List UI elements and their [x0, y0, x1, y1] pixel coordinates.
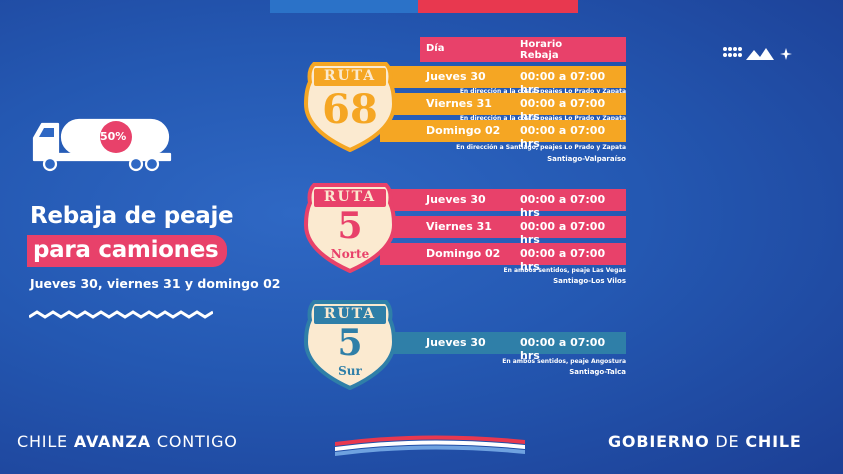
route68-sign: RUTA 68: [304, 60, 396, 152]
route5s-note: En ambos sentidos, peaje Angostura: [502, 358, 626, 365]
brand-mountains-icon: [723, 47, 792, 60]
route5n-row-1: Jueves 30 00:00 a 07:00 hrs: [380, 189, 626, 219]
flag-swoosh-icon: [335, 435, 525, 456]
discount-badge: 50%: [100, 130, 127, 143]
row-day: Jueves 30: [426, 336, 486, 349]
row-hours: 00:00 a 07:00 hrs: [520, 336, 606, 362]
row-day: Viernes 31: [426, 220, 492, 233]
top-accent-blue: [270, 0, 418, 13]
footer-slogan-2: AVANZA: [73, 432, 151, 451]
headline-line-1: Rebaja de peaje: [30, 203, 234, 229]
row-day: Jueves 30: [426, 193, 486, 206]
route68-row-3: Domingo 02 00:00 a 07:00 hrs: [380, 120, 626, 150]
sign-number: 68: [322, 86, 378, 133]
route5s-label: Santiago-Talca: [569, 368, 626, 376]
header-schedule-2: Rebaja: [520, 50, 559, 61]
row-hours: 00:00 a 07:00 hrs: [520, 70, 606, 96]
row-hours: 00:00 a 07:00 hrs: [520, 193, 606, 219]
route68-note-1: En dirección a la costa, peajes Lo Prado…: [459, 88, 626, 95]
row-hours: 00:00 a 07:00 hrs: [520, 247, 606, 273]
route5s-row-1: Jueves 30 00:00 a 07:00 hrs: [380, 332, 626, 362]
sign-direction: Sur: [338, 364, 362, 378]
footer-gov-1: GOBIERNO: [608, 432, 710, 451]
route68-label: Santiago-Valparaíso: [547, 155, 626, 163]
route5-norte-sign: RUTA 5 Norte: [304, 181, 396, 273]
headline-line-2: para camiones: [27, 235, 228, 267]
footer-government: GOBIERNO DE CHILE: [608, 432, 802, 451]
headline-subtitle: Jueves 30, viernes 31 y domingo 02: [30, 276, 281, 291]
header-day: Día: [426, 43, 445, 54]
sign-direction: Norte: [330, 247, 370, 261]
zigzag-divider: [29, 310, 213, 319]
route68-row-1: Jueves 30 00:00 a 07:00 hrs: [380, 66, 626, 96]
route5n-row-3: Domingo 02 00:00 a 07:00 hrs: [380, 243, 626, 273]
sign-number: 5: [337, 322, 363, 364]
row-day: Jueves 30: [426, 70, 486, 83]
row-hours: 00:00 a 07:00 hrs: [520, 220, 606, 246]
sign-number: 5: [337, 205, 363, 247]
footer-slogan-3: CONTIGO: [151, 432, 238, 451]
row-hours: 00:00 a 07:00 hrs: [520, 124, 606, 150]
row-hours: 00:00 a 07:00 hrs: [520, 97, 606, 123]
table-header: Día Horario Rebaja: [420, 37, 626, 62]
footer-gov-3: CHILE: [745, 432, 802, 451]
footer-slogan: CHILE AVANZA CONTIGO: [17, 432, 238, 451]
top-accent-red: [418, 0, 578, 13]
footer-slogan-1: CHILE: [17, 432, 74, 451]
sign-ruta: RUTA: [323, 68, 377, 84]
row-day: Domingo 02: [426, 247, 501, 260]
route5n-note: En ambos sentidos, peaje Las Vegas: [503, 267, 627, 274]
row-day: Domingo 02: [426, 124, 501, 137]
sign-ruta: RUTA: [323, 189, 377, 205]
row-day: Viernes 31: [426, 97, 492, 110]
footer-gov-2: DE: [709, 432, 746, 451]
sign-ruta: RUTA: [323, 306, 377, 322]
route5n-label: Santiago-Los Vilos: [553, 277, 626, 285]
route5-sur-sign: RUTA 5 Sur: [304, 298, 396, 390]
header-schedule-1: Horario: [520, 39, 563, 50]
tanker-truck-icon: [32, 118, 172, 172]
route68-note-2: En dirección a la costa, peajes Lo Prado…: [459, 115, 626, 122]
route68-note-3: En dirección a Santiago, peajes Lo Prado…: [456, 144, 626, 151]
route5n-row-2: Viernes 31 00:00 a 07:00 hrs: [380, 216, 626, 246]
route68-row-2: Viernes 31 00:00 a 07:00 hrs: [380, 93, 626, 123]
